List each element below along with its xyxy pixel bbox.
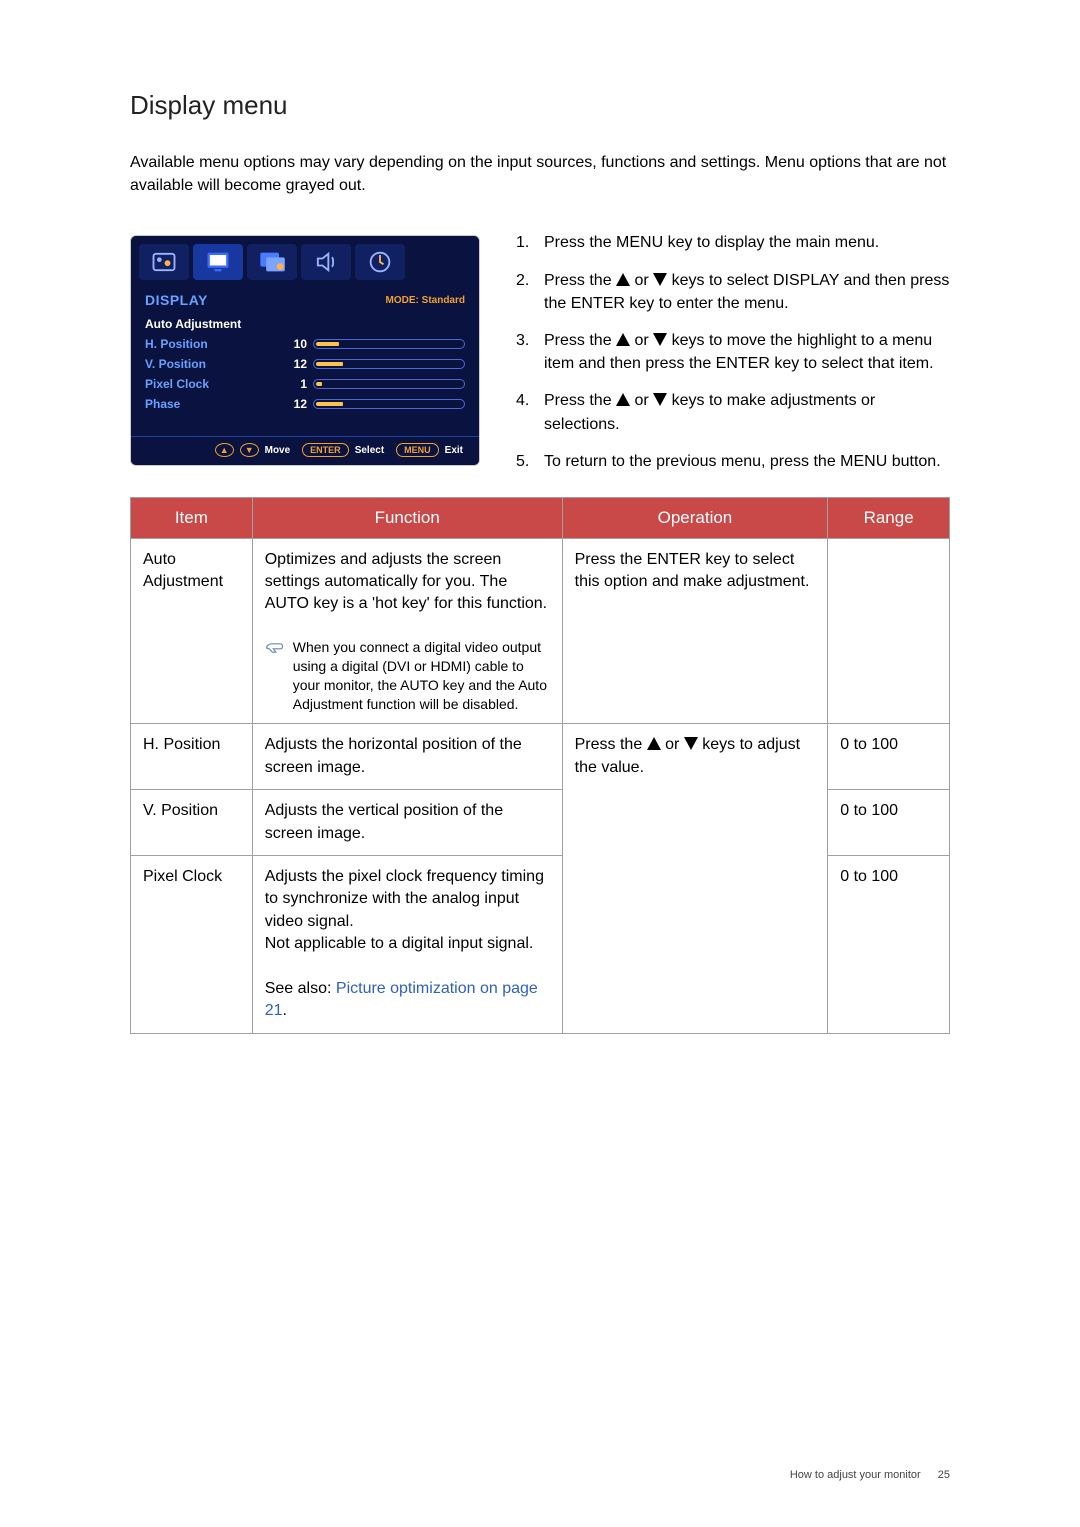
osd-value: 12 xyxy=(285,357,313,371)
cell-range xyxy=(828,538,950,724)
osd-slider xyxy=(313,339,465,349)
osd-header: DISPLAY MODE: Standard xyxy=(131,284,479,314)
osd-row-vpos: V. Position 12 xyxy=(145,354,465,374)
cell-item: H. Position xyxy=(131,724,253,790)
osd-label: V. Position xyxy=(145,357,285,371)
down-arrow-icon xyxy=(653,273,667,286)
cell-function: Adjusts the vertical position of the scr… xyxy=(252,790,562,856)
cell-function: Adjusts the pixel clock frequency timing… xyxy=(252,855,562,1033)
cell-range: 0 to 100 xyxy=(828,855,950,1033)
osd-tab-audio xyxy=(301,244,351,280)
cell-function: Optimizes and adjusts the screen setting… xyxy=(252,538,562,724)
osd-tab-picture xyxy=(139,244,189,280)
osd-row-hpos: H. Position 10 xyxy=(145,334,465,354)
step-5: To return to the previous menu, press th… xyxy=(516,450,950,473)
osd-value: 10 xyxy=(285,337,313,351)
th-operation: Operation xyxy=(562,497,828,538)
osd-value: 1 xyxy=(285,377,313,391)
menu-key-label: MENU xyxy=(396,443,439,457)
cell-function: Adjusts the horizontal position of the s… xyxy=(252,724,562,790)
cell-range: 0 to 100 xyxy=(828,790,950,856)
down-key-icon: ▼ xyxy=(240,443,259,457)
select-label: Select xyxy=(355,445,384,456)
step-4: Press the or keys to make adjustments or… xyxy=(516,389,950,435)
cell-item: V. Position xyxy=(131,790,253,856)
osd-label: Auto Adjustment xyxy=(145,317,285,331)
cell-operation: Press the or keys to adjust the value. xyxy=(562,724,828,1033)
step-1: Press the MENU key to display the main m… xyxy=(516,231,950,254)
intro-paragraph: Available menu options may vary dependin… xyxy=(130,151,950,197)
th-item: Item xyxy=(131,497,253,538)
step-3: Press the or keys to move the highlight … xyxy=(516,329,950,375)
osd-title-text: DISPLAY xyxy=(145,292,208,308)
osd-row-pclk: Pixel Clock 1 xyxy=(145,374,465,394)
reference-table: Item Function Operation Range Auto Adjus… xyxy=(130,497,950,1034)
osd-screenshot: DISPLAY MODE: Standard Auto Adjustment H… xyxy=(130,235,480,466)
th-function: Function xyxy=(252,497,562,538)
page-footer: How to adjust your monitor 25 xyxy=(790,1469,950,1481)
osd-tab-system xyxy=(355,244,405,280)
footer-section: How to adjust your monitor xyxy=(790,1469,921,1481)
table-row: H. Position Adjusts the horizontal posit… xyxy=(131,724,950,790)
cell-item: Auto Adjustment xyxy=(131,538,253,724)
up-arrow-icon xyxy=(616,333,630,346)
osd-body: Auto Adjustment H. Position 10 V. Positi… xyxy=(131,314,479,436)
exit-label: Exit xyxy=(445,445,463,456)
footer-page-number: 25 xyxy=(938,1469,950,1481)
osd-tab-bar xyxy=(131,236,479,284)
step-2: Press the or keys to select DISPLAY and … xyxy=(516,269,950,315)
osd-label: Pixel Clock xyxy=(145,377,285,391)
osd-row-auto: Auto Adjustment xyxy=(145,314,465,334)
page-title: Display menu xyxy=(130,90,950,121)
osd-slider xyxy=(313,399,465,409)
steps-list: Press the MENU key to display the main m… xyxy=(516,231,950,487)
move-label: Move xyxy=(265,445,291,456)
down-arrow-icon xyxy=(653,393,667,406)
table-row: Auto Adjustment Optimizes and adjusts th… xyxy=(131,538,950,724)
up-arrow-icon xyxy=(647,737,661,750)
cell-operation: Press the ENTER key to select this optio… xyxy=(562,538,828,724)
th-range: Range xyxy=(828,497,950,538)
up-arrow-icon xyxy=(616,273,630,286)
osd-row-phase: Phase 12 xyxy=(145,394,465,414)
down-arrow-icon xyxy=(653,333,667,346)
osd-label: H. Position xyxy=(145,337,285,351)
osd-slider xyxy=(313,379,465,389)
hand-pointer-icon xyxy=(265,640,285,656)
enter-key-label: ENTER xyxy=(302,443,349,457)
osd-footer: ▲ ▼ Move ENTER Select MENU Exit xyxy=(131,436,479,465)
osd-tab-picture-adv xyxy=(247,244,297,280)
osd-value: 12 xyxy=(285,397,313,411)
osd-slider xyxy=(313,359,465,369)
down-arrow-icon xyxy=(684,737,698,750)
cell-item: Pixel Clock xyxy=(131,855,253,1033)
up-key-icon: ▲ xyxy=(215,443,234,457)
note-block: When you connect a digital video output … xyxy=(265,638,550,714)
osd-tab-display xyxy=(193,244,243,280)
cell-range: 0 to 100 xyxy=(828,724,950,790)
osd-mode-text: MODE: Standard xyxy=(386,295,465,306)
up-arrow-icon xyxy=(616,393,630,406)
table-header-row: Item Function Operation Range xyxy=(131,497,950,538)
osd-label: Phase xyxy=(145,397,285,411)
